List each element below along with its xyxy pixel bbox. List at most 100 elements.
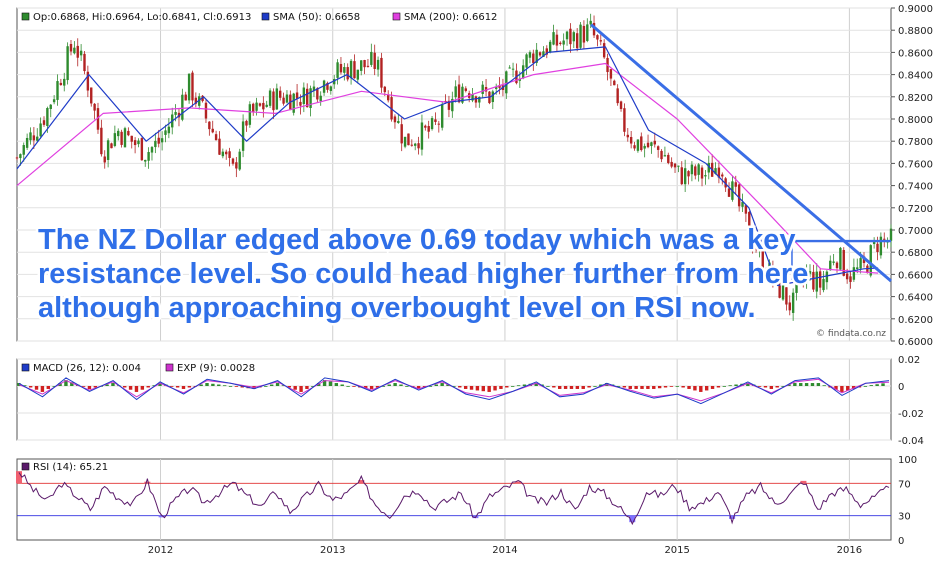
candle-body	[538, 52, 542, 56]
candle-body	[127, 130, 130, 136]
candle-body	[582, 25, 586, 43]
candle-body	[174, 111, 177, 115]
axis-layer: 2012 2013 2014 2015 2016 0.9000 0.8800 0.8600 0.…	[148, 4, 933, 556]
exp-legend: EXP (9): 0.0028	[177, 363, 255, 374]
candle-body	[397, 120, 400, 123]
candle-body	[707, 162, 710, 173]
candle-body	[670, 161, 673, 167]
x-tick-label: 2014	[492, 545, 517, 556]
macd-histogram-bar	[493, 386, 497, 391]
candle-body	[478, 97, 481, 103]
macd-histogram-bar	[264, 386, 268, 387]
candle-body	[356, 69, 360, 80]
macd-histogram-bar	[234, 386, 239, 387]
rsi-layer	[16, 471, 890, 526]
candle-body	[349, 60, 353, 79]
price-tick-label: 0.6200	[898, 315, 933, 326]
candle-body	[481, 84, 484, 94]
macd-histogram-bar	[352, 386, 356, 387]
macd-histogram-bar	[28, 386, 33, 388]
candle-body	[721, 174, 724, 177]
candle-body	[208, 121, 211, 130]
candle-body	[221, 151, 225, 157]
candle-body	[623, 108, 626, 132]
candle-body	[258, 103, 262, 106]
macd-histogram-bar	[822, 385, 826, 387]
macd-histogram-bar	[399, 384, 403, 386]
candle-body	[633, 145, 636, 149]
rsi-tick-label: 70	[898, 479, 911, 490]
candle-body	[140, 138, 144, 161]
candle-body	[856, 267, 859, 270]
candle-body	[498, 85, 501, 88]
sma200-line	[16, 62, 879, 274]
candle-body	[748, 211, 751, 238]
candle-body	[83, 53, 86, 72]
candle-body	[123, 128, 127, 148]
macd-histogram-bar	[463, 386, 468, 389]
macd-histogram-bar	[475, 386, 480, 391]
candle-body	[295, 92, 299, 99]
candle-body	[761, 244, 764, 274]
macd-histogram-bar	[628, 386, 632, 389]
candle-body	[380, 57, 383, 88]
macd-histogram-bar	[293, 386, 297, 390]
x-tick-label: 2016	[837, 545, 862, 556]
macd-histogram-bar	[710, 386, 715, 389]
candle-body	[700, 167, 704, 179]
macd-histogram-bar	[669, 386, 674, 387]
candle-body	[106, 140, 110, 160]
candle-body	[528, 52, 532, 58]
macd-histogram-bar	[575, 386, 580, 389]
candle-body	[103, 156, 106, 163]
price-legend: Op:0.6868, Hi:0.6964, Lo:0.6841, Cl:0.69…	[21, 12, 497, 23]
price-tick-label: 0.8400	[898, 71, 933, 82]
candle-body	[130, 135, 133, 142]
price-tick-label: 0.9000	[898, 4, 933, 15]
candle-body	[660, 150, 663, 160]
rsi-panel-frame	[16, 458, 892, 541]
candle-body	[532, 53, 535, 63]
candle-body	[629, 137, 633, 144]
candle-body	[299, 101, 302, 106]
candle-body	[336, 62, 339, 78]
candle-body	[370, 51, 373, 65]
candle-body	[768, 262, 771, 278]
candle-body	[241, 121, 245, 151]
candle-body	[36, 136, 39, 141]
rsi-overbought-fill	[144, 481, 151, 484]
candle-body	[76, 45, 79, 58]
candle-body	[569, 28, 572, 45]
candle-body	[420, 122, 424, 150]
candle-body	[474, 96, 478, 103]
candle-body	[829, 260, 832, 271]
macd-tick-label: 0.02	[898, 355, 920, 366]
candle-body	[214, 134, 218, 141]
candle-body	[167, 126, 171, 134]
candle-body	[32, 135, 36, 141]
candle-body	[677, 165, 680, 167]
candle-body	[360, 60, 363, 71]
candle-body	[437, 123, 441, 125]
macd-histogram-bar	[269, 384, 274, 386]
macd-histogram-bar	[170, 386, 174, 387]
candle-body	[413, 143, 417, 146]
macd-histogram-bar	[546, 386, 550, 387]
macd-histogram-bar	[17, 383, 21, 386]
candle-body	[714, 168, 717, 174]
candle-body	[322, 80, 326, 93]
macd-histogram-bar	[616, 386, 621, 387]
candle-body	[680, 167, 683, 185]
candle-body	[643, 145, 646, 149]
macd-histogram-bar	[393, 383, 397, 386]
candle-body	[231, 158, 235, 164]
macd-legend-swatch	[21, 363, 30, 372]
macd-histogram-bar	[281, 385, 286, 387]
grid-layer	[17, 7, 891, 540]
candle-body	[872, 241, 876, 245]
macd-histogram-bar	[875, 384, 879, 386]
rsi-oversold-fill	[729, 515, 736, 519]
candle-body	[656, 146, 660, 150]
candle-body	[781, 285, 785, 300]
ohlc-legend: Op:0.6868, Hi:0.6964, Lo:0.6841, Cl:0.69…	[33, 12, 251, 23]
